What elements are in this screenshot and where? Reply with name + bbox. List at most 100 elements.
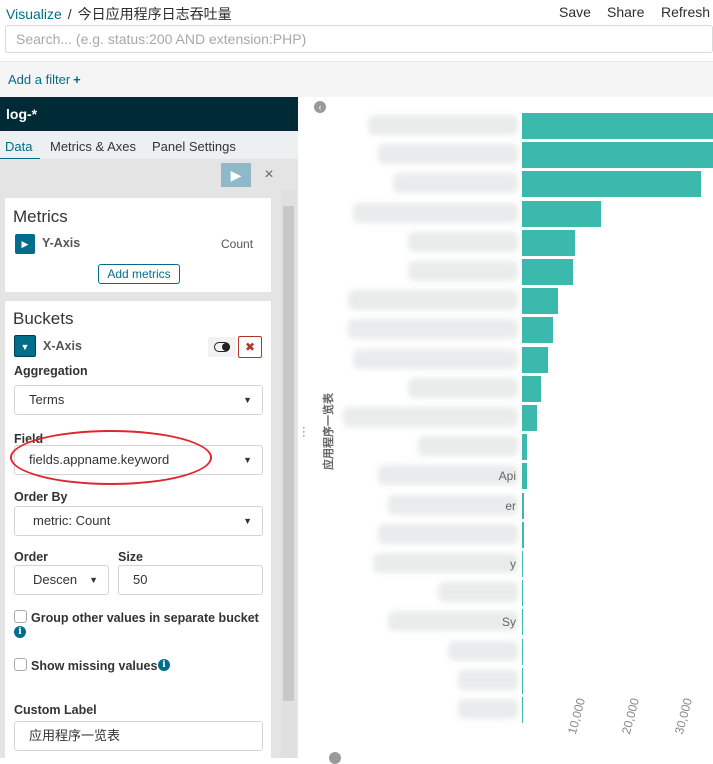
- plus-icon: +: [73, 72, 81, 87]
- search-input[interactable]: [6, 26, 712, 52]
- masked-category-label: [348, 290, 518, 311]
- add-metrics-button[interactable]: Add metrics: [98, 264, 180, 284]
- bar[interactable]: [522, 317, 553, 344]
- masked-category-label: [378, 523, 518, 544]
- show-missing-checkbox[interactable]: [14, 658, 27, 671]
- metrics-panel: Metrics ▶ Y-Axis Count Add metrics: [5, 198, 271, 292]
- top-nav: Visualize / 今日应用程序日志吞吐量 Save Share Refresh: [0, 0, 713, 24]
- bar[interactable]: [522, 667, 523, 694]
- chevron-left-icon[interactable]: ‹: [314, 101, 326, 113]
- bar[interactable]: [522, 171, 702, 198]
- bar[interactable]: [522, 229, 576, 256]
- group-other-checkbox[interactable]: [14, 610, 27, 623]
- filter-bar: Add a filter +: [0, 61, 713, 97]
- breadcrumb-visualize-link[interactable]: Visualize: [6, 6, 62, 22]
- masked-category-label: [458, 699, 518, 719]
- order-by-label: Order By: [14, 490, 68, 504]
- masked-category-label: [408, 261, 518, 281]
- category-label: Sy: [501, 615, 516, 630]
- chevron-left-icon[interactable]: [329, 752, 341, 764]
- sidebar-scrollbar-thumb[interactable]: [283, 206, 294, 701]
- bar[interactable]: [522, 638, 523, 665]
- size-input[interactable]: 50: [118, 565, 263, 595]
- masked-category-label: [388, 494, 518, 515]
- bar[interactable]: [522, 609, 523, 636]
- masked-category-label: [353, 202, 518, 223]
- apply-changes-button[interactable]: ▶: [221, 163, 251, 187]
- drag-handle-icon[interactable]: · · ·: [302, 422, 306, 442]
- aggregation-value: Terms: [29, 392, 65, 407]
- bar[interactable]: [522, 142, 713, 169]
- metrics-title: Metrics: [13, 207, 68, 226]
- bar[interactable]: [522, 113, 713, 139]
- caret-down-icon: ▼: [243, 455, 252, 465]
- y-axis-label[interactable]: Y-Axis: [42, 236, 81, 250]
- show-missing-label: Show missing values: [31, 659, 158, 673]
- panel-splitter[interactable]: [300, 97, 310, 758]
- order-select[interactable]: Descen ▼: [14, 565, 109, 595]
- toggle-bucket-button[interactable]: [208, 337, 236, 357]
- order-label: Order: [14, 550, 49, 564]
- caret-down-icon: ▼: [89, 575, 98, 585]
- masked-category-label: [343, 407, 518, 427]
- index-pattern-bar: log-*: [0, 97, 298, 131]
- tab-metrics-axes[interactable]: Metrics & Axes: [50, 139, 136, 154]
- masked-category-label: [388, 611, 518, 632]
- breadcrumb-separator: /: [67, 6, 72, 22]
- bar[interactable]: [522, 259, 574, 285]
- order-value: Descen: [33, 572, 78, 587]
- remove-bucket-button[interactable]: ✖: [238, 336, 262, 358]
- breadcrumb: Visualize / 今日应用程序日志吞吐量: [6, 4, 232, 24]
- masked-category-label: [368, 115, 518, 135]
- bar[interactable]: [522, 521, 525, 548]
- bar[interactable]: [522, 580, 523, 607]
- bar[interactable]: [522, 434, 528, 461]
- refresh-button[interactable]: Refresh: [661, 4, 711, 20]
- caret-down-icon: ▼: [243, 395, 252, 405]
- masked-category-label: [378, 144, 518, 165]
- info-icon[interactable]: i: [158, 659, 170, 671]
- bar[interactable]: [522, 346, 548, 373]
- aggregation-select[interactable]: Terms ▼: [14, 385, 263, 415]
- add-filter-label: Add a filter: [8, 72, 71, 87]
- order-by-value: metric: Count: [33, 513, 111, 528]
- bar[interactable]: [522, 405, 537, 431]
- page-title: 今日应用程序日志吞吐量: [77, 6, 232, 22]
- custom-label-input[interactable]: 应用程序一览表: [14, 721, 263, 751]
- bar[interactable]: [522, 200, 602, 227]
- search-bar: [5, 25, 713, 53]
- chevron-down-icon[interactable]: ▼: [14, 335, 36, 357]
- masked-category-label: [408, 377, 518, 398]
- masked-category-label: [373, 553, 518, 573]
- tab-panel-settings[interactable]: Panel Settings: [152, 139, 236, 154]
- save-button[interactable]: Save: [559, 4, 591, 20]
- y-axis-aggregation: Count: [221, 237, 254, 251]
- masked-category-label: [458, 669, 518, 690]
- share-button[interactable]: Share: [607, 4, 645, 20]
- buckets-panel: Buckets ▼ X-Axis ✖ Aggregation Terms ▼ F…: [5, 301, 271, 758]
- x-axis-label[interactable]: X-Axis: [43, 339, 82, 353]
- discard-changes-button[interactable]: ×: [264, 166, 274, 183]
- add-filter-link[interactable]: Add a filter +: [8, 72, 81, 87]
- bar[interactable]: [522, 551, 524, 577]
- masked-category-label: [353, 348, 518, 369]
- bar[interactable]: [522, 288, 559, 315]
- tab-data[interactable]: Data: [5, 139, 33, 154]
- chevron-right-icon[interactable]: ▶: [15, 234, 35, 254]
- order-by-select[interactable]: metric: Count ▼: [14, 506, 263, 536]
- editor-tabs: Data Metrics & Axes Panel Settings: [0, 131, 298, 159]
- bar[interactable]: [522, 492, 525, 519]
- category-label: y: [510, 557, 516, 571]
- info-icon[interactable]: i: [14, 626, 26, 638]
- size-label: Size: [118, 550, 144, 564]
- aggregation-label: Aggregation: [14, 364, 88, 378]
- custom-label-label: Custom Label: [14, 703, 97, 717]
- category-label: er: [505, 498, 516, 513]
- editor-sidebar: log-* Data Metrics & Axes Panel Settings…: [0, 97, 298, 758]
- bar[interactable]: [522, 697, 523, 723]
- masked-category-label: [378, 465, 518, 486]
- masked-category-label: [438, 582, 518, 603]
- bar[interactable]: [522, 463, 527, 490]
- group-other-label: Group other values in separate bucket: [31, 611, 259, 625]
- bar[interactable]: [522, 375, 542, 402]
